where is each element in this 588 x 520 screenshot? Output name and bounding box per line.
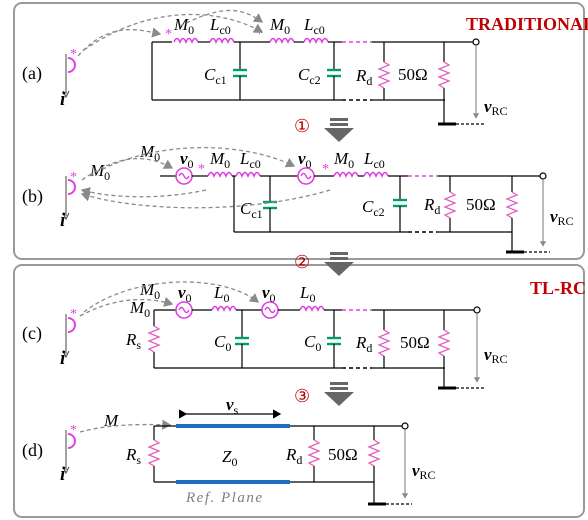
resistor-50ohm <box>438 329 450 357</box>
inductor-M0 <box>207 171 233 177</box>
inductor-L0 <box>211 305 237 311</box>
capacitor-Cc1 <box>231 68 249 78</box>
resistor-Rs <box>148 439 160 467</box>
tlrc-title: TL-RC <box>530 278 586 298</box>
circuit-c: (c) * i M0 M0 v0 L0 v0 L0 Rs C0 <box>22 280 508 390</box>
resistor-Rd <box>378 61 390 89</box>
svg-text:*: * <box>165 27 172 42</box>
Rs-label: Rs <box>125 445 141 467</box>
C0-label-2: C0 <box>304 332 321 354</box>
svg-text:*: * <box>70 423 77 438</box>
dot-mark: * <box>70 47 77 62</box>
Lc0-label: Lc0 <box>209 15 231 37</box>
v0-label-2: v0 <box>262 283 276 305</box>
M0-label-2: M0 <box>269 15 290 37</box>
inductor-Lc0 <box>235 171 261 177</box>
current-label: i <box>60 464 66 485</box>
current-label: i <box>60 210 66 231</box>
Lc0-label-2: Lc0 <box>303 15 325 37</box>
step-3-marker: ③ <box>294 386 310 406</box>
Rd-label: Rd <box>285 445 302 467</box>
Lc0-label: Lc0 <box>239 149 261 171</box>
resistor-50ohm <box>368 439 380 467</box>
circuit-a: (a) * i * * M0 Lc0 M0 Lc0 Cc1 <box>22 9 508 126</box>
svg-text:*: * <box>70 170 77 185</box>
M0-label-b: M0 <box>209 149 230 171</box>
svg-text:*: * <box>322 162 329 177</box>
step-2-arrow-icon <box>324 252 354 276</box>
step-1-arrow-icon <box>324 118 354 142</box>
vrc-label: vRC <box>484 345 508 366</box>
M0-label: M0 <box>139 142 160 164</box>
resistor-Rd <box>378 329 390 357</box>
Cc1-label: Cc1 <box>240 199 263 221</box>
Lc0-label-2: Lc0 <box>363 149 385 171</box>
Cc2-label: Cc2 <box>298 65 321 87</box>
C0-label: C0 <box>214 332 231 354</box>
label-c: (c) <box>22 323 42 344</box>
svg-text:*: * <box>256 27 263 42</box>
traditional-title: TRADITIONAL <box>466 14 588 34</box>
step-2-marker: ② <box>294 252 310 272</box>
resistor-Rs <box>148 325 160 353</box>
step-3-arrow-icon <box>324 382 354 406</box>
label-b: (b) <box>22 186 43 207</box>
traditional-frame <box>13 2 585 260</box>
Rd-label: Rd <box>355 333 372 355</box>
ref-plane-label: Ref. Plane <box>185 490 263 506</box>
Rs-label: Rs <box>125 330 141 352</box>
resistor-Rd <box>444 191 456 219</box>
tlrc-frame <box>13 264 585 518</box>
label-a: (a) <box>22 63 42 84</box>
v0-label-2: v0 <box>298 149 312 171</box>
capacitor-Cc2 <box>391 198 409 208</box>
L0-label-2: L0 <box>299 283 315 305</box>
resistor-50ohm <box>438 61 450 89</box>
svg-text:*: * <box>198 162 205 177</box>
Cc1-label: Cc1 <box>204 65 227 87</box>
inductor-Lc0-2 <box>303 37 329 43</box>
M0-label-left: M0 <box>89 161 110 183</box>
v0-label: v0 <box>178 283 192 305</box>
Rd-label: Rd <box>423 195 440 217</box>
resistor-Rd <box>308 439 320 467</box>
svg-text:*: * <box>70 307 77 322</box>
current-label: i <box>60 348 66 369</box>
label-d: (d) <box>22 440 43 461</box>
current-label: i <box>60 89 66 110</box>
ohm50-label: 50Ω <box>466 195 496 214</box>
inductor-Lc0-2 <box>363 171 389 177</box>
M-label: M <box>103 411 119 430</box>
circuit-b: (b) * i M0 M0 * * v0 M0 Lc0 v0 M0 Lc0 <box>22 142 574 254</box>
vrc-label: vRC <box>550 207 574 228</box>
v0-label: v0 <box>180 149 194 171</box>
M0-label-b2: M0 <box>333 149 354 171</box>
inductor-M0-2 <box>269 37 295 43</box>
vrc-label: vRC <box>484 97 508 118</box>
circuit-d: (d) * i M vs Z0 Ref. Plane Rs Rd <box>22 395 436 506</box>
inductor-M0-2 <box>333 171 359 177</box>
Cc2-label: Cc2 <box>362 197 385 219</box>
vrc-label: vRC <box>412 461 436 482</box>
ohm50-label: 50Ω <box>328 445 358 464</box>
inductor-L0-2 <box>299 305 325 311</box>
ohm50-label: 50Ω <box>400 333 430 352</box>
inductor-M0 <box>173 37 199 43</box>
ohm50-label: 50Ω <box>398 65 428 84</box>
Rd-label: Rd <box>355 66 372 88</box>
capacitor-C0 <box>233 336 251 346</box>
L0-label: L0 <box>213 283 229 305</box>
capacitor-Cc2 <box>325 68 343 78</box>
M0-label: M0 <box>173 15 194 37</box>
Z0-label: Z0 <box>222 447 237 469</box>
resistor-50ohm <box>506 191 518 219</box>
capacitor-C0-2 <box>325 336 343 346</box>
M0-label-left: M0 <box>129 298 150 320</box>
step-1-marker: ① <box>294 116 310 136</box>
vs-label: vs <box>226 395 239 417</box>
inductor-Lc0 <box>209 37 235 43</box>
